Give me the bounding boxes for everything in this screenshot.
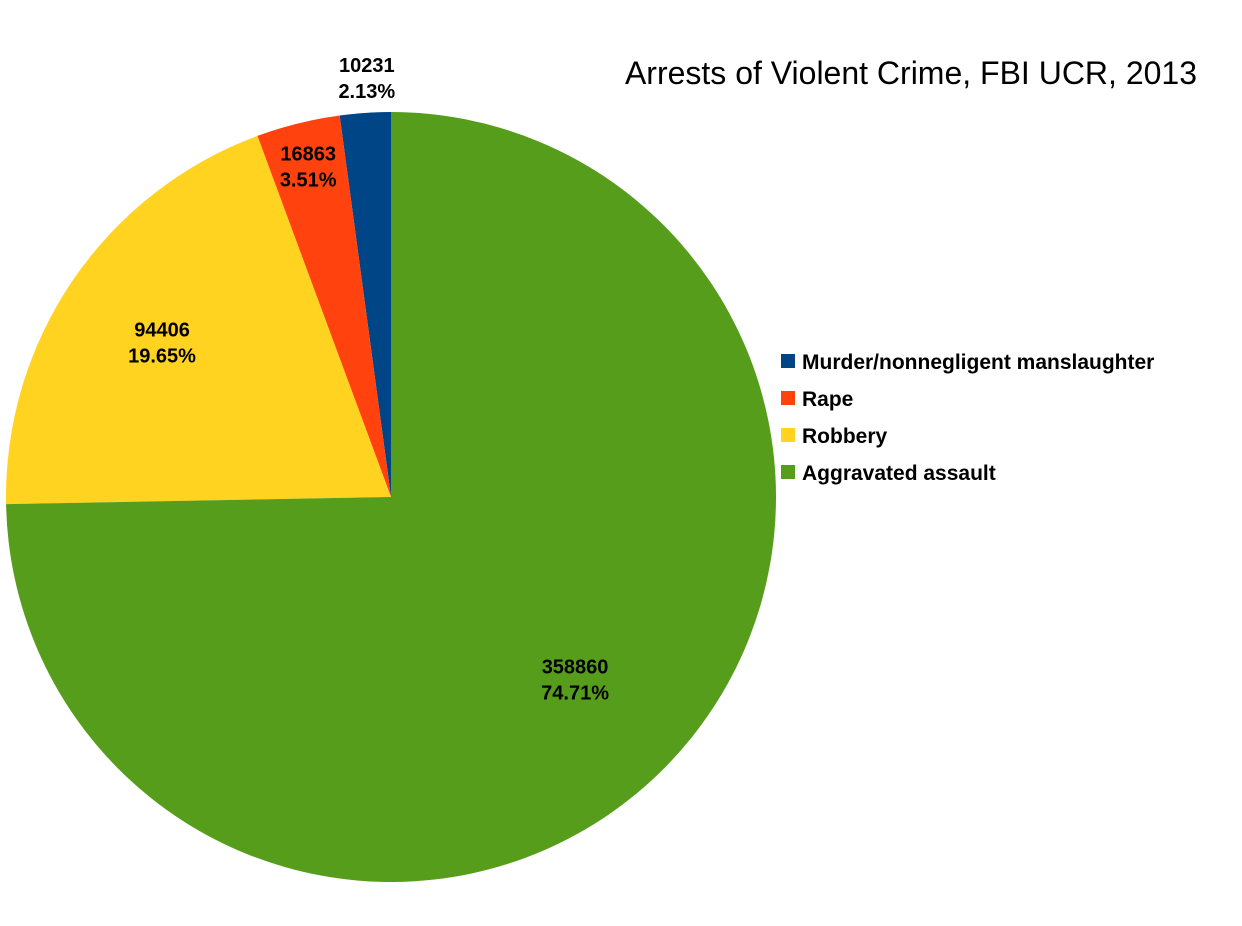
- legend-swatch: [781, 354, 795, 368]
- slice-value-label: 16863: [280, 144, 336, 166]
- pie-slice-robbery: [6, 135, 391, 505]
- pie-slice-aggravated-assault: [6, 111, 777, 883]
- legend-label: Rape: [802, 388, 853, 411]
- legend-label: Murder/nonnegligent manslaughter: [802, 351, 1154, 374]
- legend-swatch: [781, 465, 795, 479]
- legend-label: Robbery: [802, 425, 888, 448]
- slice-value-label: 358860: [542, 657, 609, 679]
- slice-percent-label: 2.13%: [338, 81, 395, 103]
- legend-label: Aggravated assault: [802, 462, 996, 485]
- slice-percent-label: 74.71%: [541, 683, 609, 705]
- legend: Murder/nonnegligent manslaughter Rape Robb…: [781, 351, 1154, 485]
- slice-labels: 10231 2.13% 16863 3.51% 94406 19.65% 358860 74.…: [128, 55, 609, 705]
- pie-slices: [6, 111, 777, 883]
- pie-slice-rape: [257, 115, 391, 498]
- legend-swatch: [781, 391, 795, 405]
- slice-value-label: 94406: [134, 320, 190, 342]
- slice-percent-label: 19.65%: [128, 346, 196, 368]
- legend-swatch: [781, 428, 795, 442]
- pie-slice-murder-nonnegligent-manslaughter: [339, 112, 391, 497]
- slice-value-label: 10231: [339, 55, 395, 77]
- slice-percent-label: 3.51%: [280, 170, 337, 192]
- chart-title: Arrests of Violent Crime, FBI UCR, 2013: [625, 55, 1197, 91]
